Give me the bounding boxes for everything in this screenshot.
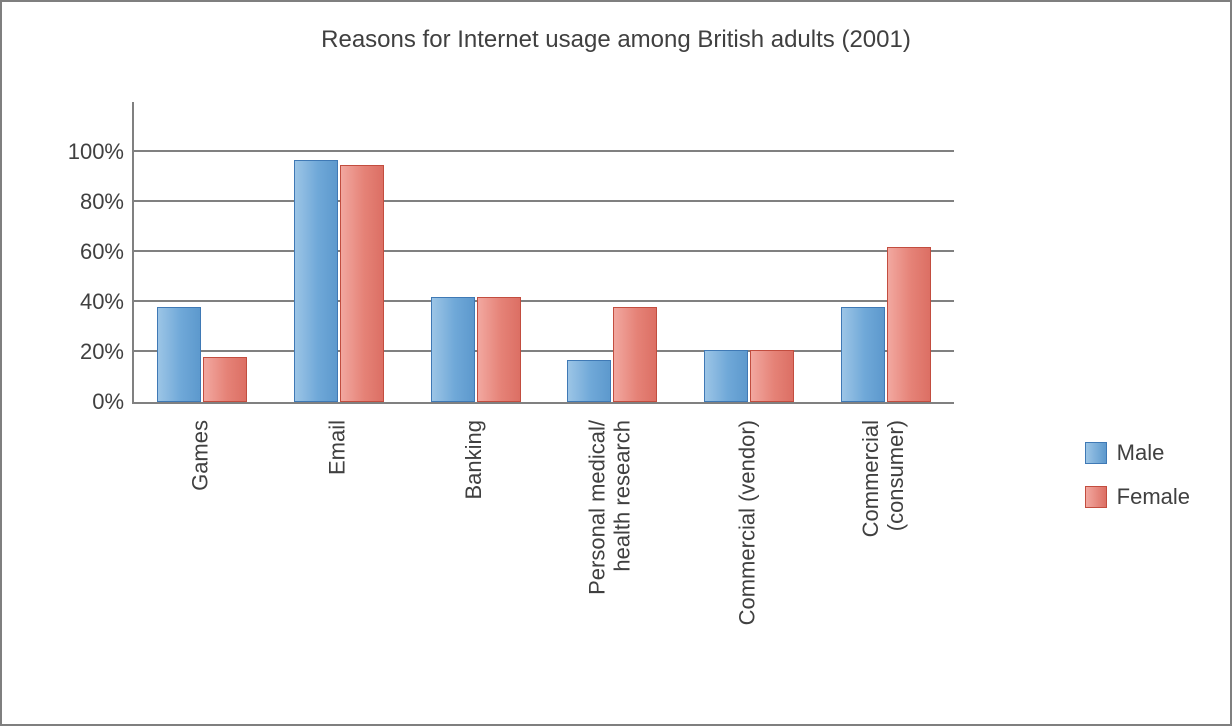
legend-label: Female <box>1117 484 1190 510</box>
bar-group <box>544 102 681 402</box>
bars-container <box>134 102 954 402</box>
bar-female <box>340 165 384 403</box>
chart-frame: Reasons for Internet usage among British… <box>0 0 1232 726</box>
bar-male <box>567 360 611 403</box>
bar-female <box>750 350 794 403</box>
legend-item-female: Female <box>1085 484 1190 510</box>
bar-group <box>681 102 818 402</box>
bar-female <box>477 297 521 402</box>
y-tick-label: 80% <box>80 189 124 215</box>
x-tick-label: Personal medical/ health research <box>585 420 636 595</box>
y-tick-label: 40% <box>80 289 124 315</box>
y-tick-label: 20% <box>80 339 124 365</box>
bar-male <box>294 160 338 403</box>
bar-group <box>271 102 408 402</box>
chart-title: Reasons for Internet usage among British… <box>2 26 1230 54</box>
bar-female <box>887 247 931 402</box>
x-tick-label: Commercial (consumer) <box>858 420 909 537</box>
y-tick-label: 0% <box>92 389 124 415</box>
legend-swatch-icon <box>1085 442 1107 464</box>
x-tick-label: Commercial (vendor) <box>734 420 759 625</box>
bar-male <box>704 350 748 403</box>
bar-female <box>203 357 247 402</box>
y-tick-label: 100% <box>68 139 124 165</box>
bar-male <box>157 307 201 402</box>
x-tick-label: Games <box>188 420 213 491</box>
bar-group <box>134 102 271 402</box>
bar-male <box>431 297 475 402</box>
bar-group <box>817 102 954 402</box>
bar-group <box>407 102 544 402</box>
x-tick-label: Banking <box>461 420 486 500</box>
y-tick-label: 60% <box>80 239 124 265</box>
bar-male <box>841 307 885 402</box>
legend: Male Female <box>1085 422 1190 528</box>
legend-swatch-icon <box>1085 486 1107 508</box>
legend-label: Male <box>1117 440 1165 466</box>
bar-female <box>613 307 657 402</box>
x-tick-label: Email <box>324 420 349 475</box>
legend-item-male: Male <box>1085 440 1190 466</box>
plot-area: 0%20%40%60%80%100% <box>132 102 954 404</box>
